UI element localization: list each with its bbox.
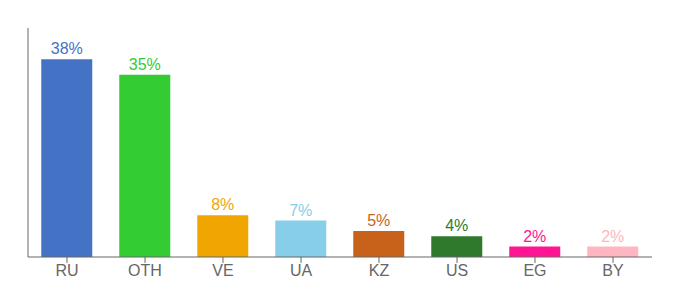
svg-text:7%: 7% bbox=[289, 202, 312, 219]
svg-text:8%: 8% bbox=[211, 196, 234, 213]
svg-text:2%: 2% bbox=[601, 228, 624, 245]
svg-text:38%: 38% bbox=[51, 40, 83, 57]
svg-text:BY: BY bbox=[602, 262, 624, 279]
svg-text:35%: 35% bbox=[129, 56, 161, 73]
svg-text:RU: RU bbox=[55, 262, 78, 279]
svg-text:2%: 2% bbox=[523, 228, 546, 245]
svg-text:VE: VE bbox=[212, 262, 233, 279]
svg-text:UA: UA bbox=[290, 262, 313, 279]
svg-text:KZ: KZ bbox=[369, 262, 390, 279]
svg-text:EG: EG bbox=[523, 262, 546, 279]
svg-text:US: US bbox=[446, 262, 468, 279]
svg-text:4%: 4% bbox=[445, 217, 468, 234]
svg-text:5%: 5% bbox=[367, 212, 390, 229]
svg-text:OTH: OTH bbox=[128, 262, 162, 279]
